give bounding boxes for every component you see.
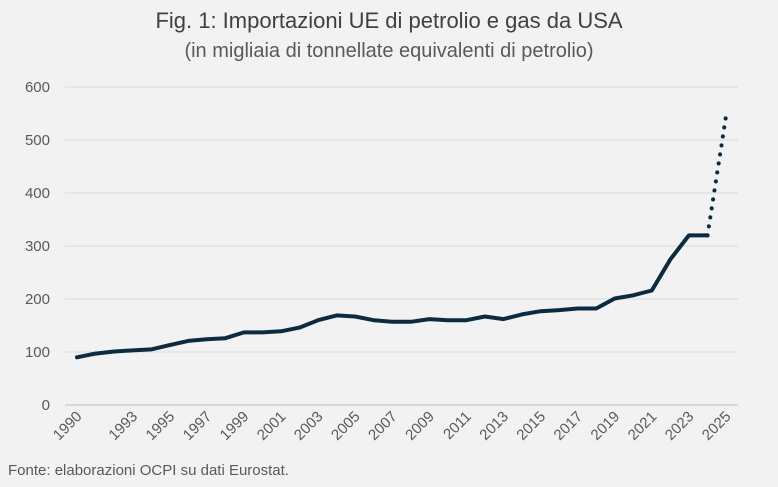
x-tick-label-1999: 1999: [217, 408, 253, 444]
chart-subtitle: (in migliaia di tonnellate equivalenti d…: [184, 40, 594, 62]
x-tick-label-2005: 2005: [328, 408, 364, 444]
x-tick-label-2007: 2007: [365, 408, 401, 444]
x-tick-label-2019: 2019: [588, 408, 624, 444]
x-tick-label-2011: 2011: [440, 408, 475, 443]
x-tick-label-2003: 2003: [291, 408, 327, 444]
y-tick-label-300: 300: [25, 238, 50, 255]
y-tick-label-600: 600: [25, 79, 50, 96]
x-tick-label-2017: 2017: [551, 408, 587, 444]
y-tick-label-0: 0: [42, 397, 50, 414]
x-tick-label-2013: 2013: [476, 408, 512, 444]
x-tick-label-2009: 2009: [402, 408, 438, 444]
x-tick-label-1990: 1990: [50, 408, 86, 444]
x-tick-label-1993: 1993: [105, 408, 141, 444]
x-tick-label-1997: 1997: [180, 408, 216, 444]
y-tick-label-400: 400: [25, 185, 50, 202]
y-tick-label-100: 100: [25, 344, 50, 361]
x-tick-label-2023: 2023: [662, 408, 698, 444]
source-note: Fonte: elaborazioni OCPI su dati Eurosta…: [8, 462, 289, 479]
series-line-historical: [75, 233, 710, 360]
chart-title: Fig. 1: Importazioni UE di petrolio e ga…: [155, 8, 623, 33]
x-tick-label-2025: 2025: [699, 408, 735, 444]
x-tick-label-1995: 1995: [143, 408, 179, 444]
x-tick-label-2021: 2021: [625, 408, 661, 444]
series-line-projection-dotted: [705, 114, 728, 238]
x-tick-label-2015: 2015: [513, 408, 549, 444]
y-tick-label-500: 500: [25, 132, 50, 149]
x-tick-label-2001: 2001: [254, 408, 290, 444]
y-tick-label-200: 200: [25, 291, 50, 308]
